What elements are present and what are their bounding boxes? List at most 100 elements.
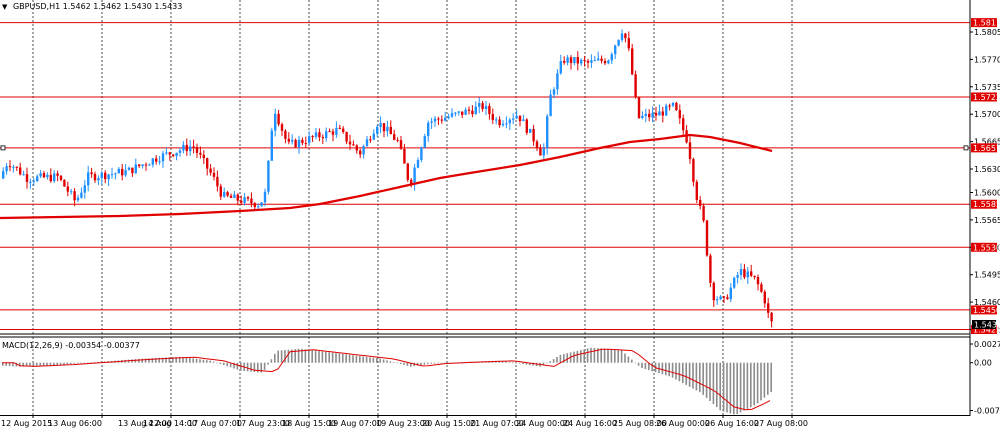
candle-body [763,291,766,304]
price-tick-label: 1.5630 [974,165,1000,174]
candle-body [352,144,355,146]
candle-body [97,178,100,181]
macd-bar [49,362,52,366]
candle-body [580,59,583,64]
macd-bar [223,362,225,366]
macd-bar [389,361,392,363]
macd-bar [709,362,711,401]
candle-body [83,185,86,193]
price-tick-label: 1.5665 [974,138,1000,147]
candle-body [314,132,318,137]
price-tick-label: 1.5805 [974,28,1000,37]
horizontal-level-lines[interactable] [0,22,970,330]
price-tick-label: 1.5600 [974,188,1000,197]
level-tag-label: 1.5657 [973,144,1000,153]
candle-body [393,134,396,140]
macd-bar [138,358,140,363]
candle-body [722,296,726,298]
macd-bar [216,362,218,364]
macd-bar [240,362,242,371]
candle-body [413,167,416,184]
candle-body [471,110,474,115]
macd-bar [644,362,647,370]
candle-body [121,168,124,176]
macd-bar [627,356,630,363]
chart-axes [0,0,971,416]
candle-body [22,174,25,176]
candle-body [80,192,83,198]
candle-body [668,105,671,107]
macd-bar [236,362,239,370]
macd-bar [253,362,256,372]
macd-bar [274,353,276,363]
collapse-triangle-icon[interactable]: ▼ [2,3,8,11]
macd-bar [739,362,742,413]
macd-bar [90,362,92,364]
candle-body [253,203,256,208]
macd-bar [321,351,324,363]
macd-bar [648,362,650,371]
candle-body [525,119,528,133]
macd-bar [66,362,69,365]
macd-bar [267,362,269,365]
macd-bar [522,362,524,365]
candle-body [12,166,15,168]
time-tick-label: 19 Aug 07:00 [328,419,382,428]
macd-bar [294,349,296,363]
macd-bar [682,362,684,384]
macd-bar [175,356,177,363]
macd-bar [359,356,361,363]
candle-body [233,194,236,198]
price-tick-label: 1.5735 [974,83,1000,92]
macd-bar [39,362,41,366]
candle-body [212,172,216,177]
macd-bar [42,362,45,366]
macd-bar [729,362,732,414]
candle-body [573,56,576,64]
macd-bar [257,362,259,373]
candle-body [590,60,593,63]
macd-bar [195,358,198,363]
line-handle-icon[interactable] [0,145,6,151]
macd-bar [80,362,82,364]
macd-bar [131,359,133,363]
candle-body [104,172,107,180]
candle-body [284,130,287,139]
candle-body [433,118,437,122]
candle-body [634,74,637,98]
macd-bar [192,358,194,363]
candle-body [552,89,556,95]
macd-bar [291,349,293,363]
candle-body [539,147,542,156]
macd-bar [702,362,704,395]
macd-bar [668,362,670,377]
candle-body [243,197,246,203]
macd-bar [263,362,266,370]
candle-body [498,119,501,126]
macd-bar [658,362,660,374]
macd-bar [586,348,589,363]
macd-bar [151,358,154,363]
candle-body [631,48,634,75]
candle-body [665,105,668,116]
macd-signal-line [2,348,771,411]
candle-body [481,103,484,109]
macd-bar [376,358,378,363]
candle-body [342,128,345,132]
macd-bar [617,349,619,363]
candle-body [607,60,610,64]
candle-body [464,109,467,115]
time-tick-label: 18 Aug 15:00 [282,419,336,428]
macd-bar [22,362,24,367]
macd-bar [610,349,613,363]
macd-bar [233,362,235,369]
macd-bar [692,362,694,389]
candlesticks [2,29,773,328]
candle-body [746,271,749,278]
current-price-label: 1.5433 [974,321,1000,330]
macd-bar [444,362,446,364]
macd-bar [36,362,38,366]
line-handle-icon[interactable] [963,145,969,151]
macd-bar [229,362,232,368]
